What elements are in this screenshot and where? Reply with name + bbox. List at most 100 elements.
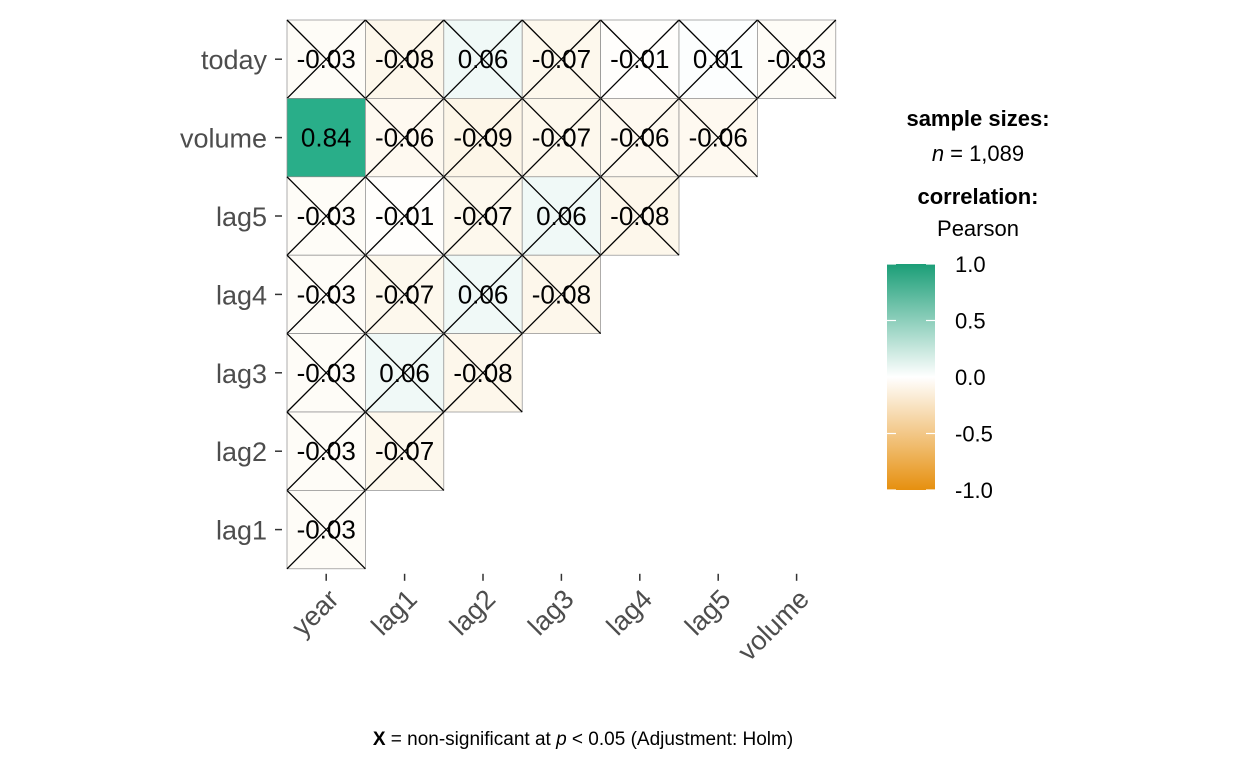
cell-label: -0.03 (297, 44, 356, 74)
legend-correlation-title: correlation: (917, 184, 1038, 209)
nonsig-cross-line-2 (286, 176, 366, 256)
legend-correlation-method: Pearson (937, 216, 1019, 241)
nonsig-cross-line-2 (443, 19, 523, 99)
legend-tick-label: -1.0 (955, 478, 993, 503)
y-tick-label-volume: volume (180, 124, 267, 154)
cell-label: 0.06 (536, 201, 587, 231)
legend-tick-label: 0.0 (955, 365, 986, 390)
nonsig-cross-line-2 (600, 19, 680, 99)
cell-label: -0.09 (453, 123, 512, 153)
cell-label: -0.07 (532, 123, 591, 153)
cell-label: -0.08 (375, 44, 434, 74)
cell-label: -0.07 (453, 201, 512, 231)
heatmap-cell-today-lag1: -0.08 (364, 19, 445, 99)
heatmap-cell-today-lag4: -0.01 (600, 19, 680, 99)
x-tick-label-lag5: lag5 (679, 584, 736, 641)
cell-label: -0.08 (610, 201, 669, 231)
x-tick-label-lag2: lag2 (444, 584, 501, 641)
nonsig-cross-line-2 (678, 19, 758, 99)
heatmap-cell-volume-lag3: -0.07 (521, 97, 602, 178)
heatmap-cell-lag5-lag1: -0.01 (364, 176, 445, 256)
y-tick-label-today: today (201, 45, 268, 75)
heatmap-cell-lag5-lag2: -0.07 (443, 176, 523, 256)
heatmap-cell-today-volume: -0.03 (756, 19, 837, 99)
y-tick-label-lag4: lag4 (216, 280, 267, 310)
nonsig-cross-line-2 (521, 19, 602, 99)
nonsig-cross-line-2 (364, 19, 445, 99)
heatmap-cell-today-year: -0.03 (286, 19, 366, 99)
y-tick-label-lag2: lag2 (216, 437, 267, 467)
heatmap-cell-lag3-year: -0.03 (286, 333, 366, 413)
cell-label: -0.07 (375, 436, 434, 466)
caption-text-2: < 0.05 (Adjustment: Holm) (567, 729, 794, 750)
heatmap-cell-lag5-lag4: -0.08 (600, 176, 680, 256)
heatmap-cell-lag5-year: -0.03 (286, 176, 366, 256)
nonsig-cross-line-2 (521, 176, 602, 256)
cell-label: -0.03 (297, 358, 356, 388)
legend: sample sizes: n = 1,089 correlation: Pear… (887, 106, 1050, 503)
heatmap-cell-lag2-lag1: -0.07 (364, 411, 445, 491)
heatmap-cell-volume-lag4: -0.06 (600, 97, 680, 178)
cell-label: 0.06 (458, 44, 509, 74)
cell-label: 0.06 (379, 358, 430, 388)
cell-label: -0.06 (610, 123, 669, 153)
x-tick-label-lag1: lag1 (366, 584, 423, 641)
cell-label: -0.03 (297, 279, 356, 309)
nonsig-cross-line-2 (364, 176, 445, 256)
nonsig-cross-line-2 (756, 19, 837, 99)
x-tick-label-volume: volume (732, 584, 815, 667)
cell-label: -0.08 (532, 279, 591, 309)
nonsig-cross-line-2 (600, 97, 680, 178)
nonsig-cross-line-2 (286, 489, 366, 570)
cell-label: 0.84 (301, 123, 352, 153)
nonsig-cross-line-2 (443, 333, 523, 413)
legend-sample-size: n = 1,089 (932, 141, 1024, 166)
heatmap-cell-lag4-year: -0.03 (286, 254, 366, 335)
heatmap-cell-lag3-lag2: -0.08 (443, 333, 523, 413)
cell-label: -0.01 (375, 201, 434, 231)
cell-label: -0.06 (689, 123, 748, 153)
legend-ticks: 1.0 0.5 0.0 -0.5 -1.0 (887, 252, 993, 503)
nonsig-cross-line-2 (443, 97, 523, 178)
legend-tick-label: -0.5 (955, 422, 993, 447)
nonsig-cross-line-2 (364, 333, 445, 413)
heatmap-cell-lag3-lag1: 0.06 (364, 333, 445, 413)
cell-label: 0.01 (693, 44, 744, 74)
heatmap-cell-lag5-lag3: 0.06 (521, 176, 602, 256)
caption-p: p (555, 729, 567, 750)
cell-fill (286, 98, 366, 178)
y-tick-label-lag3: lag3 (216, 359, 267, 389)
cell-label: -0.07 (375, 279, 434, 309)
legend-n-symbol: n (932, 141, 944, 166)
heatmap-cell-volume-year: 0.84 (286, 98, 366, 178)
nonsig-cross-line-2 (521, 97, 602, 178)
caption-text-1: = non-significant at (386, 729, 557, 750)
cell-label: -0.06 (375, 123, 434, 153)
nonsig-cross-line-2 (286, 19, 366, 99)
legend-tick-label: 1.0 (955, 252, 986, 277)
cell-label: -0.03 (297, 515, 356, 545)
heatmap-cell-lag2-year: -0.03 (286, 411, 366, 491)
nonsig-cross-line-2 (286, 333, 366, 413)
legend-tick-label: 0.5 (955, 309, 986, 334)
cell-label: 0.06 (458, 279, 509, 309)
legend-n-value: = 1,089 (950, 141, 1024, 166)
nonsig-cross-line-2 (286, 411, 366, 491)
nonsig-cross-line-2 (364, 254, 445, 335)
y-tick-label-lag1: lag1 (216, 516, 267, 546)
cell-label: -0.03 (297, 436, 356, 466)
heatmap-cell-today-lag5: 0.01 (678, 19, 758, 99)
cell-label: -0.07 (532, 44, 591, 74)
x-tick-label-lag4: lag4 (601, 584, 658, 641)
legend-sample-title: sample sizes: (906, 106, 1049, 131)
heatmap-cell-volume-lag5: -0.06 (678, 97, 758, 178)
y-tick-label-lag5: lag5 (216, 202, 267, 232)
nonsig-cross-line-2 (443, 254, 523, 335)
heatmap-cell-volume-lag2: -0.09 (443, 97, 523, 178)
x-tick-label-year: year (286, 584, 344, 642)
nonsig-cross-line-2 (364, 97, 445, 178)
heatmap-cell-today-lag2: 0.06 (443, 19, 523, 99)
heatmap-cell-lag1-year: -0.03 (286, 489, 366, 570)
nonsig-cross-line-2 (521, 254, 602, 335)
